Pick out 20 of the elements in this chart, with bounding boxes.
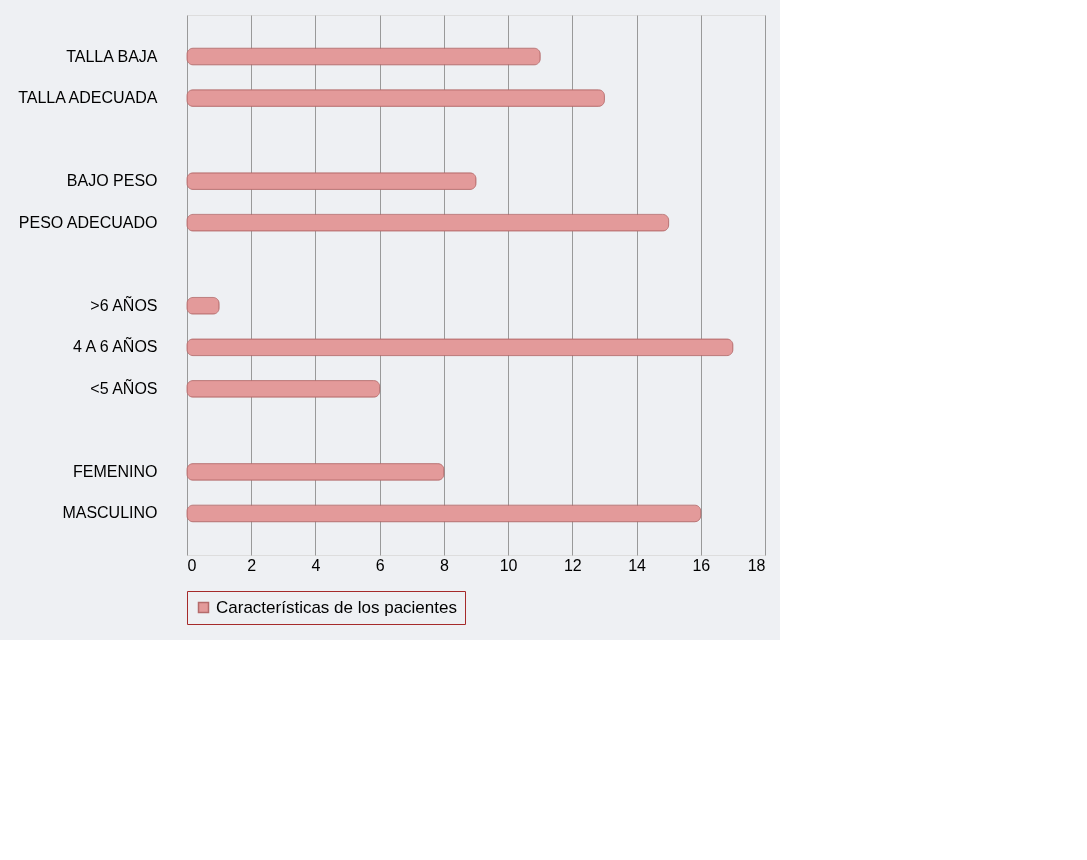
x-tick-label: 12 [563, 556, 582, 574]
x-tick-label: 18 [747, 556, 766, 574]
x-tick-label: 16 [692, 556, 711, 574]
x-tick-label: 8 [439, 556, 449, 574]
y-tick-label: >6 AÑOS [90, 294, 158, 314]
x-tick-label: 0 [187, 556, 197, 574]
y-tick-label: <5 AÑOS [90, 377, 158, 397]
legend-label: Características de los pacientes [216, 597, 457, 617]
y-tick-label: TALLA ADECUADA [18, 89, 158, 107]
y-tick-label: BAJO PESO [66, 172, 158, 190]
x-tick-label: 10 [499, 556, 518, 574]
y-tick-label: PESO ADECUADO [18, 213, 158, 231]
x-tick-label: 14 [628, 556, 647, 574]
y-tick-label: 4 A 6 AÑOS [73, 336, 158, 356]
y-tick-label: FEMENINO [73, 462, 158, 480]
x-tick-label: 6 [375, 556, 385, 574]
x-tick-label: 2 [247, 556, 257, 574]
y-tick-label: TALLA BAJA [66, 47, 158, 65]
x-tick-label: 4 [311, 556, 321, 574]
y-tick-label: MASCULINO [62, 504, 158, 522]
